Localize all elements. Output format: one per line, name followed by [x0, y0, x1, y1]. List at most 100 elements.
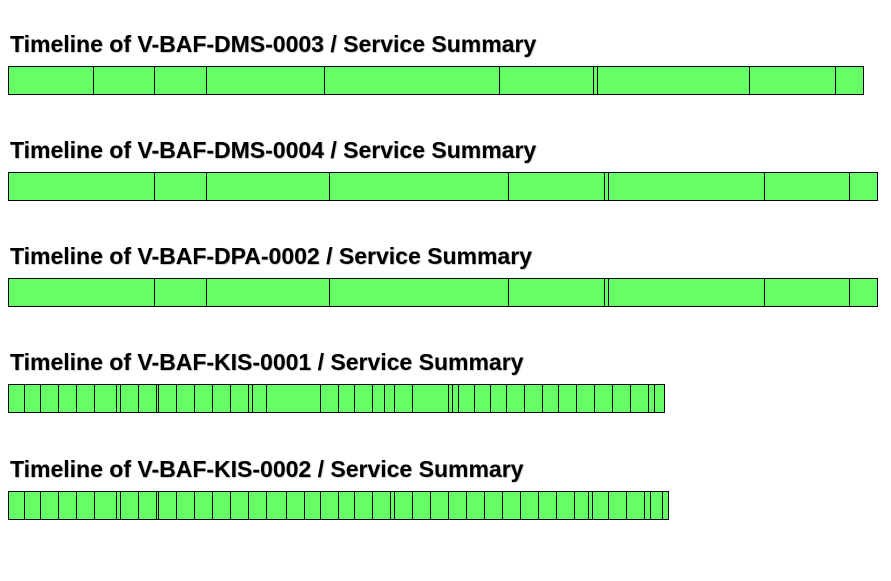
- timeline-segment[interactable]: [8, 491, 25, 520]
- timeline-segment[interactable]: [8, 66, 94, 95]
- timeline-segment[interactable]: [662, 491, 669, 520]
- timeline-segment[interactable]: [654, 384, 665, 413]
- timeline-segment[interactable]: [8, 278, 155, 307]
- timeline-segment[interactable]: [574, 491, 589, 520]
- timeline-segment[interactable]: [508, 172, 605, 201]
- timeline-segment[interactable]: [484, 491, 503, 520]
- timeline-segment[interactable]: [230, 491, 249, 520]
- timeline-segment[interactable]: [626, 491, 645, 520]
- timeline-segment[interactable]: [338, 384, 355, 413]
- timeline-segment[interactable]: [116, 384, 121, 413]
- timeline-segment[interactable]: [212, 491, 231, 520]
- timeline-segment[interactable]: [502, 491, 521, 520]
- timeline-segment[interactable]: [604, 278, 609, 307]
- timeline-segment[interactable]: [592, 491, 609, 520]
- timeline-segment[interactable]: [212, 384, 231, 413]
- timeline-segment[interactable]: [329, 278, 509, 307]
- timeline-segment[interactable]: [206, 66, 325, 95]
- timeline-segment[interactable]: [304, 491, 321, 520]
- timeline-segment[interactable]: [538, 491, 557, 520]
- timeline-segment[interactable]: [266, 491, 287, 520]
- timeline-segment[interactable]: [764, 172, 850, 201]
- timeline-segment[interactable]: [58, 384, 77, 413]
- timeline-segment[interactable]: [452, 384, 459, 413]
- timeline-segment[interactable]: [650, 491, 663, 520]
- timeline-segment[interactable]: [93, 66, 155, 95]
- timeline-segment[interactable]: [412, 384, 449, 413]
- timeline-segment[interactable]: [576, 384, 595, 413]
- timeline-segment[interactable]: [8, 384, 25, 413]
- timeline-segment[interactable]: [24, 384, 41, 413]
- timeline-segment[interactable]: [194, 491, 213, 520]
- timeline-segment[interactable]: [206, 278, 330, 307]
- timeline-segment[interactable]: [248, 491, 267, 520]
- timeline-segment[interactable]: [94, 491, 117, 520]
- timeline-segment[interactable]: [448, 491, 467, 520]
- timeline-segment[interactable]: [593, 66, 598, 95]
- timeline-segment[interactable]: [76, 491, 95, 520]
- timeline-segment[interactable]: [448, 384, 453, 413]
- timeline-segment[interactable]: [338, 491, 355, 520]
- timeline-segment[interactable]: [430, 491, 449, 520]
- timeline-segment[interactable]: [608, 278, 765, 307]
- timeline-segment[interactable]: [608, 491, 627, 520]
- timeline-segment[interactable]: [252, 384, 267, 413]
- timeline-segment[interactable]: [154, 172, 207, 201]
- timeline-segment[interactable]: [644, 491, 651, 520]
- timeline-segment[interactable]: [176, 384, 195, 413]
- timeline-segment[interactable]: [608, 172, 765, 201]
- timeline-segment[interactable]: [849, 172, 878, 201]
- timeline-segment[interactable]: [158, 491, 177, 520]
- timeline-segment[interactable]: [556, 491, 575, 520]
- timeline-segment[interactable]: [354, 384, 373, 413]
- timeline-bar[interactable]: [8, 491, 669, 520]
- timeline-segment[interactable]: [8, 172, 155, 201]
- timeline-segment[interactable]: [604, 172, 609, 201]
- timeline-segment[interactable]: [594, 384, 613, 413]
- timeline-segment[interactable]: [384, 384, 395, 413]
- timeline-segment[interactable]: [524, 384, 543, 413]
- timeline-segment[interactable]: [94, 384, 117, 413]
- timeline-segment[interactable]: [466, 491, 485, 520]
- timeline-segment[interactable]: [266, 384, 321, 413]
- timeline-segment[interactable]: [176, 491, 195, 520]
- timeline-segment[interactable]: [138, 491, 157, 520]
- timeline-segment[interactable]: [412, 491, 431, 520]
- timeline-segment[interactable]: [329, 172, 509, 201]
- timeline-segment[interactable]: [206, 172, 330, 201]
- timeline-bar[interactable]: [8, 172, 878, 201]
- timeline-segment[interactable]: [320, 384, 339, 413]
- timeline-segment[interactable]: [372, 491, 391, 520]
- timeline-segment[interactable]: [506, 384, 525, 413]
- timeline-segment[interactable]: [499, 66, 594, 95]
- timeline-segment[interactable]: [474, 384, 491, 413]
- timeline-segment[interactable]: [520, 491, 539, 520]
- timeline-segment[interactable]: [542, 384, 559, 413]
- timeline-segment[interactable]: [630, 384, 649, 413]
- timeline-segment[interactable]: [354, 491, 373, 520]
- timeline-segment[interactable]: [154, 66, 207, 95]
- timeline-bar[interactable]: [8, 66, 864, 95]
- timeline-segment[interactable]: [40, 491, 59, 520]
- timeline-segment[interactable]: [138, 384, 157, 413]
- timeline-segment[interactable]: [764, 278, 850, 307]
- timeline-segment[interactable]: [372, 384, 385, 413]
- timeline-segment[interactable]: [490, 384, 507, 413]
- timeline-segment[interactable]: [458, 384, 475, 413]
- timeline-segment[interactable]: [849, 278, 878, 307]
- timeline-segment[interactable]: [648, 384, 655, 413]
- timeline-segment[interactable]: [40, 384, 59, 413]
- timeline-segment[interactable]: [120, 384, 139, 413]
- timeline-segment[interactable]: [597, 66, 750, 95]
- timeline-segment[interactable]: [230, 384, 249, 413]
- timeline-segment[interactable]: [394, 384, 413, 413]
- timeline-segment[interactable]: [24, 491, 41, 520]
- timeline-segment[interactable]: [154, 278, 207, 307]
- timeline-bar[interactable]: [8, 278, 878, 307]
- timeline-segment[interactable]: [612, 384, 631, 413]
- timeline-segment[interactable]: [508, 278, 605, 307]
- timeline-segment[interactable]: [58, 491, 77, 520]
- timeline-segment[interactable]: [558, 384, 577, 413]
- timeline-bar[interactable]: [8, 384, 665, 413]
- timeline-segment[interactable]: [390, 491, 395, 520]
